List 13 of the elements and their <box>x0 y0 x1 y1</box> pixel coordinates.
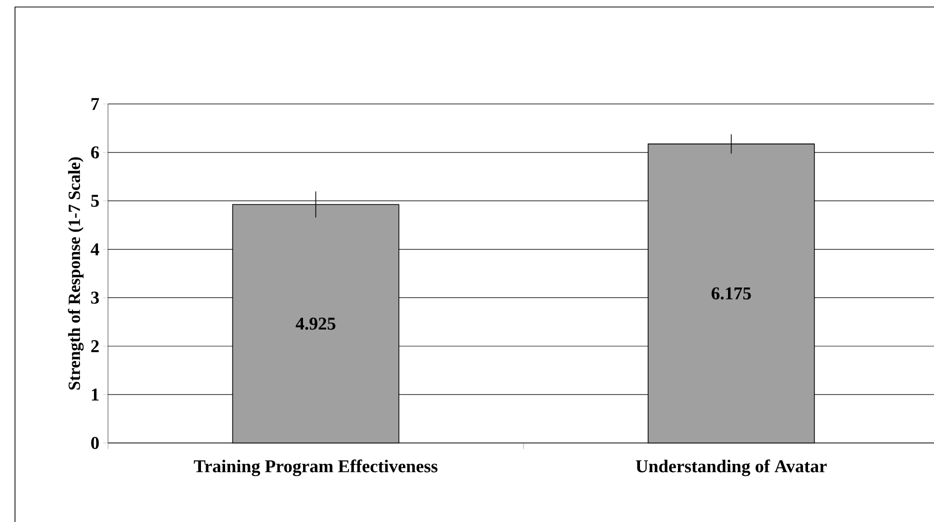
y-axis-title: Strength of Response (1-7 Scale) <box>68 157 84 390</box>
y-tick-label: 5 <box>91 194 99 207</box>
data-label: 4.925 <box>296 318 336 330</box>
data-label: 6.175 <box>712 287 751 300</box>
x-tick-label: Understanding of Avatar <box>636 460 827 476</box>
y-tick-label: 1 <box>92 388 99 400</box>
y-tick-label: 4 <box>90 243 100 256</box>
y-tick-label: 3 <box>91 292 99 304</box>
y-tick-label: 2 <box>91 340 99 352</box>
x-tick-label: Training Program Effectiveness <box>194 460 438 476</box>
y-tick-label: 7 <box>92 98 100 110</box>
y-tick-label: 6 <box>91 146 99 158</box>
y-tick-label: 0 <box>91 436 99 450</box>
